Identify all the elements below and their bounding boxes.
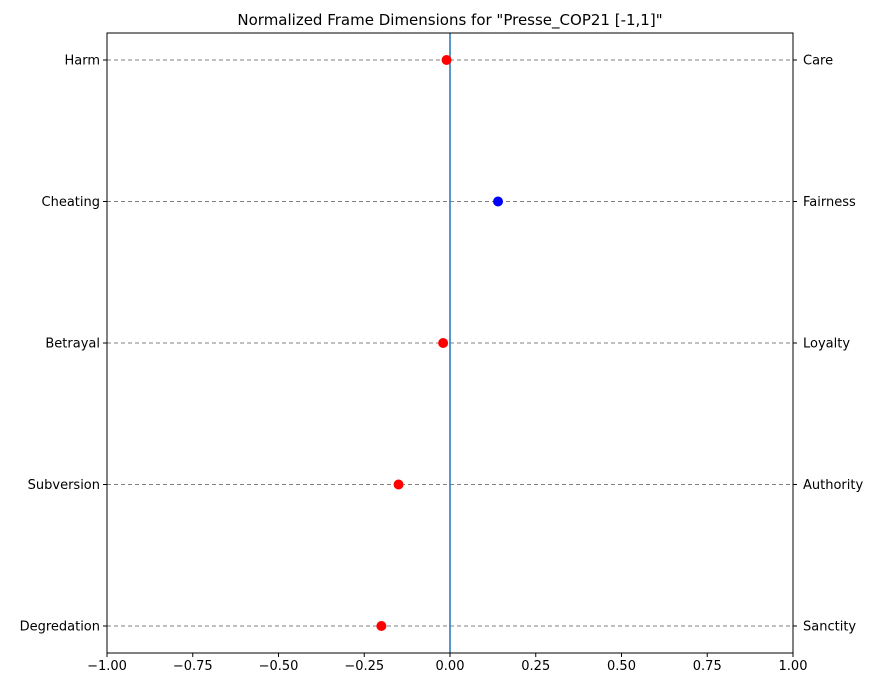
x-tick-label-4: 0.00 xyxy=(436,659,465,674)
right-category-label-1: Fairness xyxy=(803,195,856,210)
data-point-3 xyxy=(393,479,404,490)
x-axis-ticks: −1.00 −0.75 −0.50 −0.25 0.00 0.25 0.50 0.75 1.00 xyxy=(87,653,807,674)
x-tick-label-2: −0.50 xyxy=(259,659,299,674)
data-point-0 xyxy=(441,55,452,65)
right-category-label-2: Loyalty xyxy=(803,337,850,352)
chart-title: Normalized Frame Dimensions for "Presse_… xyxy=(237,11,662,30)
data-point-1 xyxy=(493,196,504,207)
x-tick-label-3: −0.25 xyxy=(344,659,384,674)
x-tick-label-0: −1.00 xyxy=(87,659,127,674)
x-tick-label-5: 0.25 xyxy=(521,659,550,674)
left-category-labels: Harm Cheating Betrayal Subversion Degredatio… xyxy=(20,54,107,635)
x-tick-label-8: 1.00 xyxy=(779,659,808,674)
right-category-labels: Care Fairness Loyalty Authority Sanctity xyxy=(793,54,863,635)
left-category-label-4: Degredation xyxy=(20,620,100,635)
data-point-2 xyxy=(438,338,449,348)
left-category-label-1: Cheating xyxy=(42,195,100,210)
data-points xyxy=(376,55,504,631)
left-category-label-2: Betrayal xyxy=(45,337,100,352)
x-tick-label-1: −0.75 xyxy=(173,659,213,674)
left-category-label-3: Subversion xyxy=(28,478,100,493)
right-category-label-0: Care xyxy=(803,54,833,69)
right-category-label-4: Sanctity xyxy=(803,620,856,635)
x-tick-label-6: 0.50 xyxy=(607,659,636,674)
right-category-label-3: Authority xyxy=(803,478,863,493)
x-tick-label-7: 0.75 xyxy=(693,659,722,674)
data-point-4 xyxy=(376,621,387,631)
left-category-label-0: Harm xyxy=(64,54,100,69)
